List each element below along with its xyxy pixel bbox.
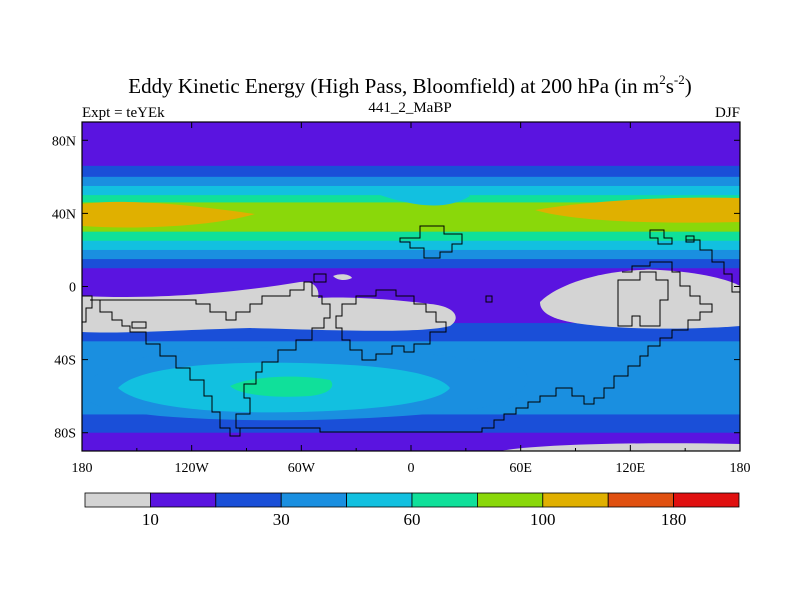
energy-band-8 xyxy=(82,249,740,260)
x-tick-label-2: 60W xyxy=(288,461,316,476)
x-tick-label-1: 120W xyxy=(175,461,210,476)
coastline-islet-2 xyxy=(485,295,493,303)
coastlines xyxy=(82,225,740,437)
colorbar-label-3: 100 xyxy=(530,510,556,529)
low-region-atlantic xyxy=(82,281,456,333)
energy-band-2 xyxy=(82,176,740,187)
energy-band-6 xyxy=(82,231,740,242)
low-region-pacific xyxy=(540,269,740,329)
colorbar-swatch-2 xyxy=(215,492,282,508)
coastline-pacific-rim xyxy=(686,239,740,293)
center-subtitle: 441_2_MaBP xyxy=(368,100,451,116)
coastline-indonesia xyxy=(617,271,669,327)
y-tick-label-2: 0 xyxy=(69,281,76,296)
coastline-africa xyxy=(335,289,447,361)
colorbar-label-2: 60 xyxy=(404,510,421,529)
right-subtitle: DJF xyxy=(715,105,740,121)
colorbar: 10 30 60 100 180 xyxy=(84,492,740,529)
coastline-islet-3 xyxy=(685,235,695,243)
x-tick-label-4: 60E xyxy=(509,461,532,476)
energy-max-north-atlantic xyxy=(82,201,255,228)
coastline-east-asia xyxy=(649,229,673,245)
colorbar-swatch-0 xyxy=(84,492,151,508)
colorbar-swatch-6 xyxy=(476,492,544,508)
colorbar-swatch-8 xyxy=(607,492,675,508)
colorbar-swatch-4 xyxy=(346,492,413,508)
y-tick-label-0: 80N xyxy=(52,134,76,149)
coastline-central-america xyxy=(82,295,93,323)
coastline-islet-1 xyxy=(131,321,147,329)
colorbar-label-1: 30 xyxy=(273,510,290,529)
coastline-islands-atlantic xyxy=(313,273,327,283)
y-axis: 80N 40N 0 40S 80S xyxy=(52,134,740,442)
colorbar-swatch-9 xyxy=(673,492,740,508)
colorbar-swatch-5 xyxy=(411,492,478,508)
y-tick-label-4: 80S xyxy=(54,427,76,442)
energy-band-9 xyxy=(82,259,740,269)
colorbar-swatch-7 xyxy=(542,492,609,508)
x-tick-label-5: 120E xyxy=(616,461,646,476)
coastline-australia xyxy=(240,261,713,433)
x-tick-label-0: 180 xyxy=(72,461,93,476)
chart-title: Eddy Kinetic Energy (High Pass, Bloomfie… xyxy=(128,72,692,98)
energy-band-0 xyxy=(82,122,740,167)
left-subtitle: Expt = teYEk xyxy=(82,105,165,121)
colorbar-swatch-1 xyxy=(149,492,217,508)
low-spot-equator xyxy=(333,274,352,281)
low-region-antarctic xyxy=(500,443,740,451)
coastline-arabia xyxy=(399,225,463,259)
field-layer xyxy=(82,122,740,451)
colorbar-label-0: 10 xyxy=(142,510,159,529)
y-tick-label-3: 40S xyxy=(54,354,76,369)
energy-max-north-pacific xyxy=(535,197,740,223)
y-tick-label-1: 40N xyxy=(52,207,76,222)
energy-dip-africa xyxy=(380,188,470,206)
colorbar-label-4: 180 xyxy=(661,510,687,529)
energy-band-1 xyxy=(82,165,740,178)
coastline-south-america xyxy=(90,281,331,437)
x-tick-label-3: 0 xyxy=(408,461,415,476)
energy-band-7 xyxy=(82,240,740,251)
colorbar-swatch-3 xyxy=(280,492,348,508)
x-axis: 180 120W 60W 0 60E 120E 180 xyxy=(72,122,751,476)
x-tick-label-6: 180 xyxy=(730,461,751,476)
